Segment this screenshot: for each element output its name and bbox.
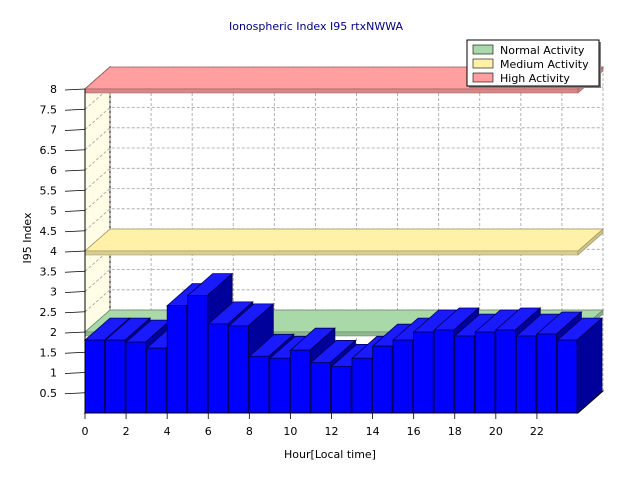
- bar-front: [536, 333, 557, 414]
- y-tick-label: 2: [50, 326, 57, 339]
- y-tick-label: 7.5: [40, 103, 58, 116]
- y-tick: [64, 169, 86, 172]
- bar-front: [433, 329, 455, 414]
- y-tick: [64, 88, 86, 91]
- y-tick-label: 4: [50, 245, 57, 258]
- band-front-2: [84, 88, 579, 94]
- y-tick: [64, 351, 86, 354]
- x-tick-label: 12: [325, 425, 339, 438]
- bar-front: [125, 341, 146, 414]
- bar-front: [269, 357, 290, 414]
- x-tick-label: 10: [283, 425, 297, 438]
- legend-swatch-0: [472, 44, 494, 55]
- bar-front: [84, 339, 105, 414]
- chart-title: Ionospheric Index I95 rtxNWWA: [229, 20, 403, 33]
- bar-front: [207, 323, 229, 414]
- bar-front: [392, 339, 414, 414]
- bar-front: [495, 329, 516, 414]
- y-tick-label: 3.5: [40, 265, 58, 278]
- y-tick-label: 4.5: [40, 225, 58, 238]
- y-tick: [64, 372, 86, 374]
- x-tick-label: 0: [82, 425, 89, 438]
- bar-front: [228, 325, 249, 414]
- y-tick: [64, 392, 86, 395]
- y-tick: [64, 250, 86, 253]
- x-tick-label: 22: [530, 425, 544, 438]
- y-tick: [64, 108, 86, 111]
- y-tick-label: 5.5: [40, 184, 58, 197]
- bar-front: [331, 366, 352, 414]
- y-tick-label: 0.5: [40, 387, 58, 400]
- x-tick-label: 4: [164, 425, 171, 438]
- band-top-1: [83, 228, 605, 252]
- band-front-1: [84, 250, 579, 256]
- x-tick-label: 18: [448, 425, 462, 438]
- y-tick: [64, 311, 86, 314]
- x-tick-label: 16: [407, 425, 421, 438]
- legend-swatch-1: [472, 58, 494, 69]
- y-axis-label: I95 Index: [21, 212, 34, 264]
- y-tick: [64, 270, 86, 273]
- y-tick-label: 1.5: [40, 346, 58, 359]
- bar-front: [413, 331, 434, 414]
- bar-front: [557, 339, 578, 414]
- bar-front: [290, 349, 311, 414]
- y-tick-label: 3: [50, 286, 57, 299]
- y-tick: [64, 149, 86, 152]
- y-tick-label: 1: [50, 367, 57, 380]
- legend-swatch-2: [472, 72, 494, 83]
- legend-label-2: High Activity: [500, 72, 570, 85]
- y-tick-label: 7: [50, 124, 57, 137]
- y-tick: [64, 210, 86, 212]
- grid-line-y: [84, 107, 603, 130]
- y-tick: [64, 230, 86, 233]
- y-tick-label: 6.5: [40, 144, 58, 157]
- bar-front: [187, 295, 208, 414]
- y-tick: [64, 331, 86, 334]
- bar-series: [83, 272, 604, 414]
- bar-front: [146, 347, 167, 414]
- bar-front: [474, 331, 496, 414]
- x-tick-label: 8: [246, 425, 253, 438]
- x-tick-label: 2: [123, 425, 130, 438]
- y-tick: [64, 129, 86, 131]
- bar-front: [248, 355, 270, 414]
- y-tick: [64, 189, 86, 192]
- chart-axes: 0.5 1 1.5 2 2.5 3 3.5 4 4.5 5 5.5 6 6.5 7 7.5 8 0 2 4 6 8 10 1…: [40, 83, 578, 438]
- x-tick-label: 20: [489, 425, 503, 438]
- bar-23: [556, 317, 604, 414]
- legend-label-1: Medium Activity: [500, 58, 589, 71]
- x-tick-label: 6: [205, 425, 212, 438]
- bar-front: [105, 339, 126, 414]
- y-tick-label: 5: [50, 205, 57, 218]
- y-tick-label: 8: [50, 83, 57, 96]
- band-side-1: [577, 228, 604, 256]
- y-tick: [64, 291, 86, 293]
- bar-front: [351, 357, 372, 414]
- y-tick-label: 2.5: [40, 306, 58, 319]
- bar-front: [515, 335, 537, 414]
- bar-front: [372, 345, 393, 414]
- grid-line-y: [84, 127, 603, 151]
- x-tick-label: 14: [366, 425, 380, 438]
- legend-label-0: Normal Activity: [500, 44, 585, 57]
- bar-front: [166, 305, 188, 414]
- bar-front: [454, 335, 475, 414]
- x-axis-label: Hour[Local time]: [284, 448, 376, 461]
- y-tick-label: 6: [50, 164, 57, 177]
- bar-front: [310, 361, 331, 414]
